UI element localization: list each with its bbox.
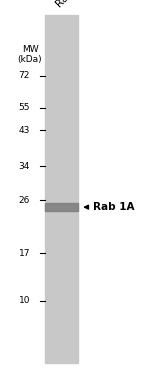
Bar [45,15,78,363]
Text: 43: 43 [19,126,30,135]
Bar [45,203,78,211]
Text: 26: 26 [19,196,30,205]
Text: MW
(kDa): MW (kDa) [18,45,42,64]
Text: 17: 17 [18,249,30,258]
Text: 34: 34 [19,162,30,171]
Text: 10: 10 [18,296,30,305]
Text: 55: 55 [18,103,30,112]
Text: 72: 72 [19,71,30,80]
Text: Rab 1A: Rab 1A [93,202,135,212]
Text: Rat brain: Rat brain [54,0,95,9]
